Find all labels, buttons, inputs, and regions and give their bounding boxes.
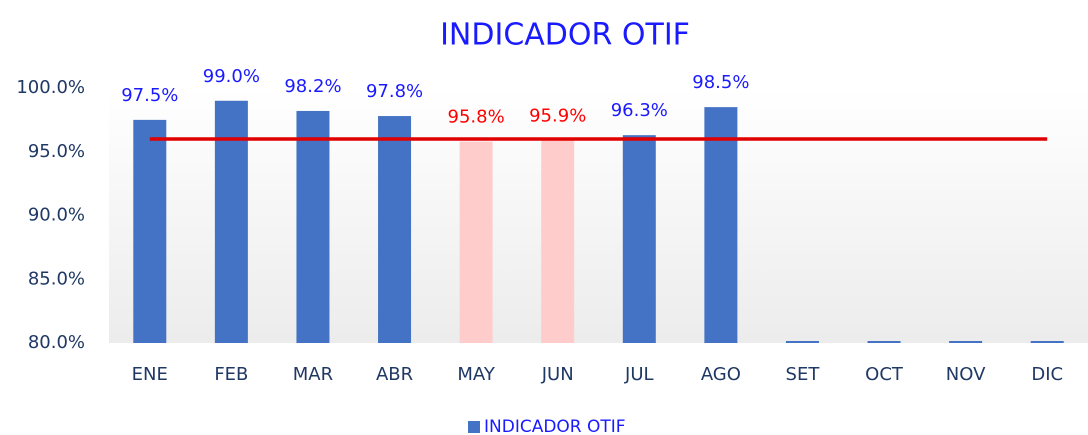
bar [214,100,248,343]
x-tick-label: SET [786,364,821,385]
x-tick-label: JUN [541,364,574,385]
legend-swatch [468,421,480,433]
bar [296,110,330,343]
data-label: 98.2% [284,76,341,97]
bar [459,141,493,343]
x-tick-label: AGO [701,364,741,385]
data-label: 97.5% [121,85,178,106]
x-tick-label: JUL [624,364,654,385]
y-tick-label: 95.0% [28,141,85,162]
legend-label: INDICADOR OTIF [484,417,626,435]
x-tick-label: MAY [457,364,495,385]
bar [867,341,901,343]
data-label: 95.9% [529,105,586,126]
bar [1030,341,1064,343]
data-label: 97.8% [366,81,423,102]
x-tick-label: ENE [132,364,168,385]
data-label: 95.8% [448,107,505,128]
bar [541,140,575,343]
x-tick-label: MAR [293,364,333,385]
data-label: 96.3% [611,100,668,121]
x-tick-label: NOV [946,364,986,385]
data-label: 99.0% [203,66,260,87]
data-label: 98.5% [692,72,749,93]
bar [622,135,656,343]
bar [785,341,819,343]
y-tick-label: 90.0% [28,205,85,226]
chart-title: INDICADOR OTIF [440,18,690,53]
y-tick-label: 100.0% [16,77,85,98]
x-tick-label: OCT [865,364,904,385]
x-tick-label: FEB [214,364,248,385]
y-tick-label: 85.0% [28,268,85,289]
x-tick-label: ABR [376,364,413,385]
bar [949,341,983,343]
plot-background [109,88,1088,343]
bar [704,107,738,343]
y-tick-label: 80.0% [28,332,85,353]
bar [378,116,412,343]
x-tick-label: DIC [1031,364,1063,385]
bar [133,119,167,343]
